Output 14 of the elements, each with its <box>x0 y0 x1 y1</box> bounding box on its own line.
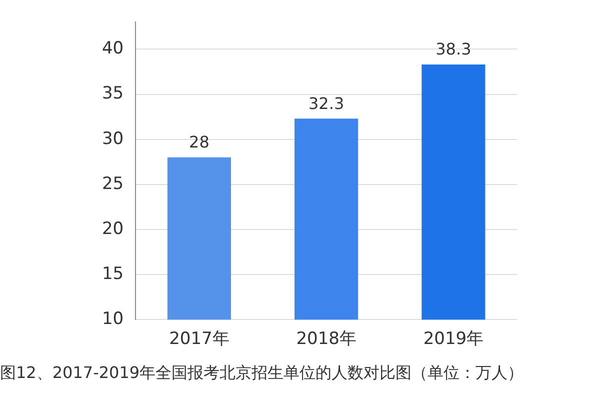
x-tick-label: 2018年 <box>296 329 356 350</box>
y-tick-label: 30 <box>102 128 124 149</box>
y-tick-label: 20 <box>102 218 124 239</box>
y-tick-label: 40 <box>102 38 124 59</box>
data-label: 32.3 <box>308 94 344 113</box>
y-tick-label: 25 <box>102 174 124 194</box>
data-label: 28 <box>189 132 210 152</box>
x-tick-label: 2017年 <box>169 329 230 350</box>
y-tick-label: 10 <box>102 309 124 330</box>
x-tick-label: 2019年 <box>423 329 484 350</box>
data-label: 38.3 <box>436 40 472 59</box>
y-tick-label: 35 <box>102 84 124 104</box>
caption: 图12、2017-2019年全国报考北京招生单位的人数对比图（单位：万人） <box>0 362 525 384</box>
y-tick-label: 15 <box>102 264 124 284</box>
